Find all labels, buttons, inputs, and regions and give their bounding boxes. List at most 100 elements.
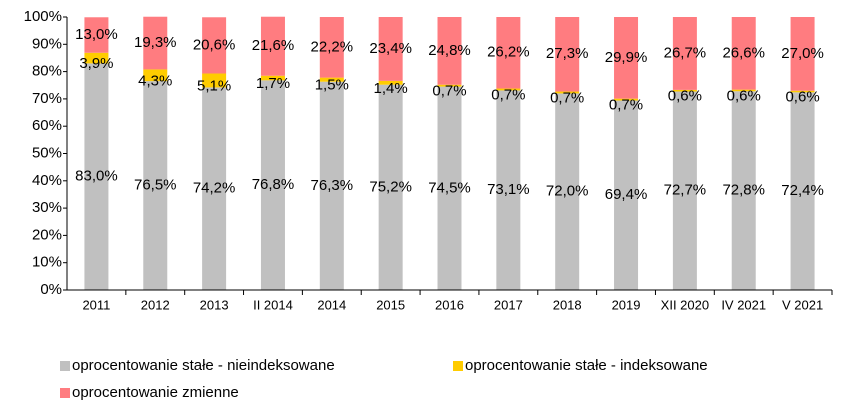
legend-swatch [60, 361, 70, 371]
value-label: 76,8% [252, 176, 295, 193]
value-label: 26,6% [722, 44, 765, 61]
x-tick-label: V 2021 [782, 297, 823, 312]
value-label: 75,2% [369, 178, 412, 195]
y-tick-label: 40% [32, 172, 62, 189]
bar-segment [260, 75, 285, 81]
value-label: 1,7% [256, 75, 290, 92]
bar-segment [614, 98, 639, 101]
value-label: 23,4% [369, 40, 412, 57]
x-tick-label: 2014 [317, 297, 346, 312]
bar-segment [614, 100, 639, 291]
value-label: 74,5% [428, 179, 471, 196]
value-label: 22,2% [311, 38, 354, 55]
bar-segment [202, 87, 227, 291]
bar-segment [319, 77, 344, 82]
value-label: 0,6% [668, 88, 702, 105]
bar-segment [555, 93, 580, 290]
x-tick-label: 2013 [200, 297, 229, 312]
value-label: 0,6% [727, 87, 761, 104]
x-tick-label: XII 2020 [661, 297, 709, 312]
y-tick-label: 30% [32, 199, 62, 216]
bar-segment [555, 17, 580, 92]
legend-label: oprocentowanie stałe - indeksowane [465, 357, 708, 374]
bar-segment [790, 17, 815, 91]
legend-swatch [60, 388, 70, 398]
bar-segment [437, 17, 462, 85]
bar-segment [260, 16, 285, 76]
bar-segment [496, 17, 521, 89]
value-label: 72,0% [546, 183, 589, 200]
bar-segment [84, 63, 109, 290]
value-label: 1,4% [374, 80, 408, 97]
bar-segment [143, 69, 168, 82]
bar-segment [84, 17, 109, 53]
y-tick-label: 10% [32, 254, 62, 271]
bar-segment [731, 91, 756, 290]
value-label: 27,0% [781, 45, 824, 62]
bar-segment [496, 90, 521, 290]
y-tick-label: 50% [32, 144, 62, 161]
bar-segment [672, 17, 697, 90]
bar-segment [672, 91, 697, 291]
bar-segment [378, 84, 403, 290]
x-tick-label: IV 2021 [721, 297, 766, 312]
y-tick-label: 70% [32, 90, 62, 107]
value-label: 73,1% [487, 181, 530, 198]
x-tick-label: 2012 [141, 297, 170, 312]
legend-label: oprocentowanie zmienne [72, 384, 239, 401]
value-label: 20,6% [193, 36, 236, 53]
x-tick-label: II 2014 [253, 297, 293, 312]
bar-segment [143, 81, 168, 290]
value-label: 26,7% [664, 44, 707, 61]
value-label: 24,8% [428, 42, 471, 59]
x-tick-label: 2017 [494, 297, 523, 312]
bar-segment [496, 88, 521, 91]
value-label: 69,4% [605, 186, 648, 203]
bar-segment [790, 92, 815, 291]
y-tick-label: 0% [40, 281, 62, 298]
bar-segment [143, 16, 168, 70]
value-label: 19,3% [134, 34, 177, 51]
value-label: 27,3% [546, 45, 589, 62]
value-label: 13,0% [75, 26, 118, 43]
value-label: 83,0% [75, 168, 118, 185]
bar-segment [437, 86, 462, 291]
value-label: 74,2% [193, 180, 236, 197]
value-label: 21,6% [252, 37, 295, 54]
bar-segment [731, 17, 756, 90]
value-label: 72,8% [722, 182, 765, 199]
bar-segment [437, 84, 462, 87]
bar-segment [260, 80, 285, 290]
bar-segment [672, 89, 697, 92]
bar-segment [202, 17, 227, 74]
bar-segment [84, 52, 109, 64]
bar-segment [378, 80, 403, 85]
legend-swatch [453, 361, 463, 371]
x-tick-label: 2016 [435, 297, 464, 312]
bar-segment [319, 17, 344, 78]
bar-segment [614, 17, 639, 99]
value-label: 76,5% [134, 177, 177, 194]
bar-segment [202, 73, 227, 88]
value-label: 0,7% [609, 97, 643, 114]
bar-segment [790, 90, 815, 93]
x-tick-label: 2011 [82, 297, 110, 312]
value-label: 29,9% [605, 49, 648, 66]
value-label: 0,7% [550, 89, 584, 106]
value-label: 3,9% [79, 55, 113, 72]
bar-segment [378, 17, 403, 81]
y-tick-label: 60% [32, 117, 62, 134]
value-label: 72,7% [664, 182, 707, 199]
y-tick-label: 100% [24, 8, 62, 25]
x-tick-label: 2015 [376, 297, 405, 312]
x-tick-label: 2018 [553, 297, 582, 312]
bar-segment [319, 81, 344, 291]
value-label: 72,4% [781, 182, 824, 199]
value-label: 26,2% [487, 44, 530, 61]
bar-segment [555, 91, 580, 94]
value-label: 0,7% [491, 86, 525, 103]
y-tick-label: 80% [32, 63, 62, 80]
value-label: 4,3% [138, 72, 172, 89]
x-tick-label: 2019 [612, 297, 641, 312]
